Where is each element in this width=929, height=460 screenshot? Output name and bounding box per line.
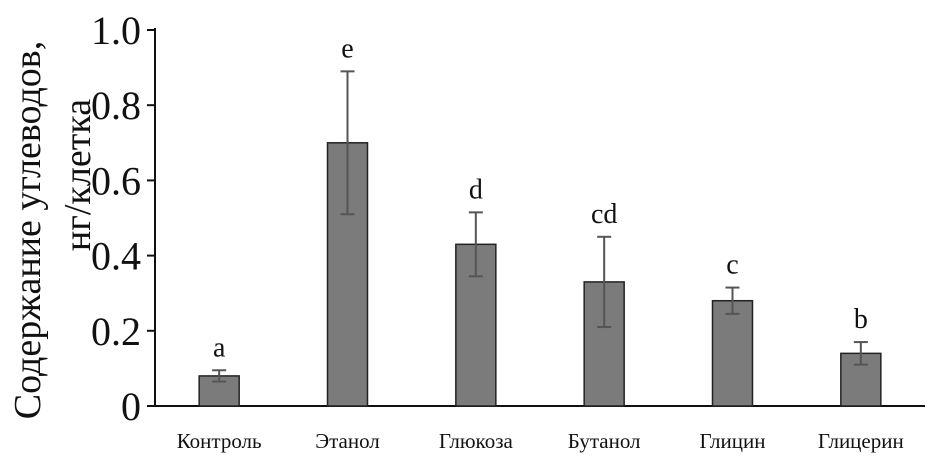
plot-area: 0 0.2 0.4 0.6 0.8 1.0 a Контроль e Этанол d Глюкоза…	[91, 8, 925, 453]
significance-label: cd	[591, 199, 617, 230]
y-axis-title: Содержание углеводов, нг/клетка	[7, 41, 99, 419]
category-label: Этанол	[315, 429, 380, 453]
significance-label: b	[854, 304, 868, 335]
significance-label: c	[726, 250, 738, 281]
y-tick-label: 0.8	[91, 83, 141, 128]
category-label: Глюкоза	[439, 429, 514, 453]
significance-label: d	[469, 174, 483, 205]
category-label: Контроль	[177, 429, 262, 453]
y-axis-title-line-1: Содержание углеводов,	[7, 41, 49, 419]
y-tick-label: 0.4	[91, 234, 141, 279]
bar	[711, 299, 754, 407]
bar	[583, 281, 625, 407]
category-label: Глицерин	[818, 429, 904, 453]
y-tick-label: 1.0	[91, 8, 141, 53]
y-tick-label: 0	[121, 384, 141, 429]
y-tick-label: 0.6	[91, 158, 141, 203]
significance-label: a	[213, 332, 226, 363]
category-label: Глицин	[700, 429, 766, 453]
y-tick-label: 0.2	[91, 309, 141, 354]
category-label: Бутанол	[568, 429, 641, 453]
significance-label: e	[341, 33, 353, 64]
y-axis-title-line-2: нг/клетка	[57, 99, 99, 251]
